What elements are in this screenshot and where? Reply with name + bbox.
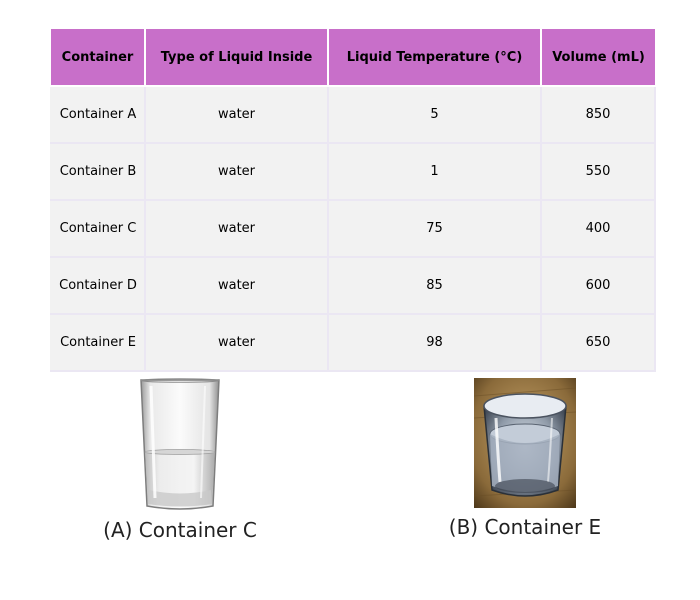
figure-container-e: (B) Container E	[420, 378, 630, 539]
cell-temperature: 1	[327, 142, 542, 201]
cell-temperature: 5	[327, 85, 542, 144]
header-temperature: Liquid Temperature (°C)	[327, 29, 542, 87]
cell-container: Container D	[50, 256, 146, 315]
short-glass-photo	[474, 378, 576, 508]
tall-glass-image	[140, 378, 220, 510]
cell-volume: 850	[540, 85, 656, 144]
cell-temperature: 75	[327, 199, 542, 258]
table-row: Container C water 75 400	[50, 199, 656, 258]
figure-container-c: (A) Container C	[80, 378, 280, 542]
cell-temperature: 85	[327, 256, 542, 315]
header-container: Container	[51, 29, 146, 87]
cell-container: Container C	[50, 199, 146, 258]
header-liquid-type: Type of Liquid Inside	[144, 29, 329, 87]
figure-caption-b: (B) Container E	[448, 515, 602, 539]
table-row: Container D water 85 600	[50, 256, 656, 315]
cell-liquid-type: water	[144, 199, 329, 258]
cell-volume: 550	[540, 142, 656, 201]
cell-container: Container E	[50, 313, 146, 372]
cell-liquid-type: water	[144, 85, 329, 144]
cell-liquid-type: water	[144, 142, 329, 201]
cell-liquid-type: water	[144, 256, 329, 315]
cell-liquid-type: water	[144, 313, 329, 372]
container-table: Container Type of Liquid Inside Liquid T…	[50, 29, 656, 372]
cell-container: Container A	[50, 85, 146, 144]
header-volume: Volume (mL)	[540, 29, 655, 87]
cell-volume: 650	[540, 313, 656, 372]
cell-volume: 600	[540, 256, 656, 315]
figure-caption-a: (A) Container C	[103, 518, 257, 542]
table-header-row: Container Type of Liquid Inside Liquid T…	[51, 29, 655, 87]
table-row: Container E water 98 650	[50, 313, 656, 372]
cell-container: Container B	[50, 142, 146, 201]
table-row: Container B water 1 550	[50, 142, 656, 201]
cell-temperature: 98	[327, 313, 542, 372]
table-row: Container A water 5 850	[50, 85, 656, 144]
cell-volume: 400	[540, 199, 656, 258]
